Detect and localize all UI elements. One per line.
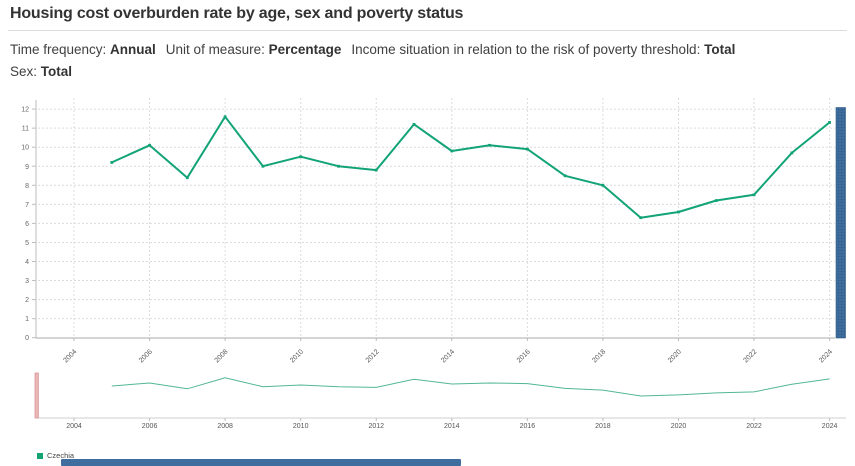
series-marker[interactable] bbox=[752, 193, 756, 197]
navigator-tick-label: 2010 bbox=[293, 423, 309, 430]
series-marker[interactable] bbox=[450, 149, 454, 153]
series-marker[interactable] bbox=[639, 216, 643, 220]
series-marker[interactable] bbox=[412, 122, 416, 126]
navigator-tick-label: 2006 bbox=[142, 423, 158, 430]
series-marker[interactable] bbox=[790, 151, 794, 155]
y-tick-label: 10 bbox=[21, 145, 29, 152]
x-tick-label: 2022 bbox=[742, 348, 758, 364]
navigator-tick-label: 2012 bbox=[368, 423, 384, 430]
filter-value: Percentage bbox=[268, 42, 342, 57]
filter-value: Total bbox=[40, 64, 73, 79]
filters-line-1: Time frequency: Annual Unit of measure: P… bbox=[10, 39, 845, 61]
series-marker[interactable] bbox=[563, 174, 567, 178]
series-marker[interactable] bbox=[714, 199, 718, 202]
navigator-tick-label: 2020 bbox=[671, 423, 687, 430]
filter-pair: Sex: Total bbox=[10, 64, 72, 79]
title-divider bbox=[8, 30, 847, 31]
series-marker[interactable] bbox=[110, 161, 114, 164]
legend-label: Czechia bbox=[47, 451, 75, 460]
y-tick-label: 12 bbox=[21, 107, 29, 114]
x-tick-label: 2024 bbox=[818, 348, 834, 364]
navigator-tick-label: 2016 bbox=[520, 423, 536, 430]
y-tick-label: 11 bbox=[22, 126, 29, 133]
series-marker[interactable] bbox=[148, 143, 151, 147]
x-tick-label: 2008 bbox=[214, 348, 230, 364]
navigator-tick-label: 2024 bbox=[822, 423, 838, 430]
series-marker[interactable] bbox=[488, 143, 491, 147]
x-tick-label: 2004 bbox=[62, 348, 78, 364]
x-tick-label: 2010 bbox=[289, 348, 305, 364]
filters-line-2: Sex: Total bbox=[10, 61, 845, 83]
filters-summary: Time frequency: Annual Unit of measure: P… bbox=[10, 39, 845, 83]
series-marker[interactable] bbox=[525, 147, 529, 151]
series-marker[interactable] bbox=[337, 164, 340, 168]
y-tick-label: 3 bbox=[25, 278, 29, 285]
axes bbox=[35, 100, 835, 339]
navigator-tick-label: 2004 bbox=[66, 423, 82, 430]
legend-swatch bbox=[37, 452, 43, 459]
filter-value: Total bbox=[704, 42, 736, 57]
filter-label: Income situation in relation to the risk… bbox=[351, 42, 705, 57]
horizontal-scrollbar-thumb[interactable] bbox=[61, 459, 461, 466]
x-tick-label: 2012 bbox=[365, 348, 381, 364]
x-tick-label: 2018 bbox=[591, 348, 607, 364]
y-tick-label: 5 bbox=[25, 240, 29, 247]
navigator[interactable]: 2004 2006 2008 2010 2012 2014 2016 2018 2020 2022… bbox=[34, 372, 846, 430]
filter-label: Unit of measure: bbox=[165, 42, 269, 57]
series-marker[interactable] bbox=[261, 164, 265, 168]
filter-pair: Time frequency: Annual bbox=[10, 42, 156, 57]
filter-value: Annual bbox=[110, 42, 156, 57]
y-tick-label: 0 bbox=[25, 335, 29, 342]
navigator-tick-label: 2008 bbox=[217, 423, 233, 430]
x-tick-label: 2020 bbox=[667, 348, 683, 364]
navigator-series-line bbox=[111, 377, 830, 397]
vertical-scrollbar-thumb[interactable] bbox=[835, 107, 846, 339]
series-marker[interactable] bbox=[677, 210, 680, 214]
series-marker[interactable] bbox=[223, 115, 227, 119]
legend-item-czechia[interactable]: Czechia bbox=[37, 451, 74, 460]
series-marker[interactable] bbox=[299, 155, 303, 159]
series-marker[interactable] bbox=[374, 168, 378, 172]
y-tick-label: 9 bbox=[25, 164, 29, 171]
series-marker[interactable] bbox=[185, 176, 189, 180]
filter-pair: Unit of measure: Percentage bbox=[166, 42, 342, 57]
y-tick-label: 6 bbox=[25, 221, 29, 228]
x-tick-label: 2006 bbox=[138, 348, 154, 364]
y-tick-label: 1 bbox=[25, 316, 29, 323]
x-tick-label: 2014 bbox=[440, 348, 456, 364]
y-tick-label: 4 bbox=[25, 259, 29, 266]
navigator-left-handle[interactable] bbox=[34, 372, 39, 419]
series-czechia[interactable] bbox=[110, 115, 831, 220]
x-tick-label: 2016 bbox=[516, 348, 532, 364]
y-tick-label: 7 bbox=[25, 202, 29, 209]
page-title: Housing cost overburden rate by age, sex… bbox=[10, 5, 464, 22]
filter-label: Time frequency: bbox=[10, 42, 111, 57]
series-marker[interactable] bbox=[828, 121, 831, 124]
series-marker[interactable] bbox=[601, 183, 605, 187]
y-tick-label: 8 bbox=[25, 183, 29, 190]
navigator-tick-label: 2014 bbox=[444, 423, 460, 430]
navigator-tick-label: 2022 bbox=[746, 423, 762, 430]
y-tick-label: 2 bbox=[25, 297, 29, 304]
series-line bbox=[111, 115, 831, 219]
filter-label: Sex: bbox=[10, 64, 41, 79]
navigator-tick-label: 2018 bbox=[595, 423, 611, 430]
filter-pair: Income situation in relation to the risk… bbox=[351, 42, 735, 57]
